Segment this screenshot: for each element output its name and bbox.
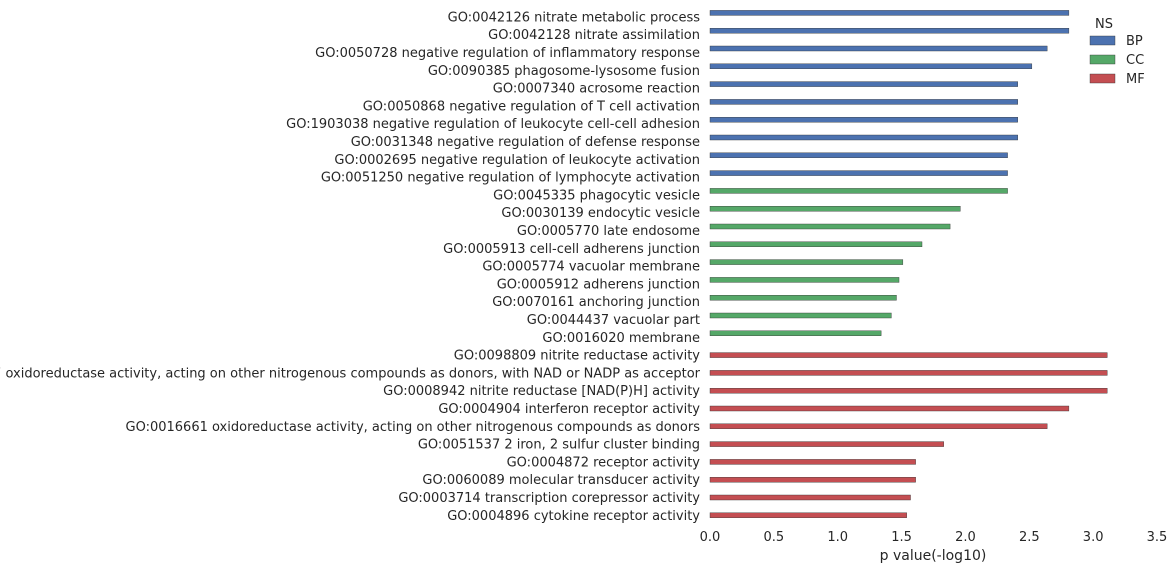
bar-mf — [709, 352, 1108, 358]
bar-cc — [709, 277, 900, 283]
category-label: GO:0005774 vacuolar membrane — [482, 260, 700, 275]
category-label: GO:1903038 negative regulation of leukoc… — [286, 117, 700, 132]
category-label: GO:0004904 interferon receptor activity — [438, 402, 700, 417]
x-tick-label: 0.0 — [700, 530, 721, 545]
bar-cc — [709, 223, 951, 230]
x-tick-label: 2.5 — [1019, 530, 1040, 545]
bar-cc — [709, 259, 904, 265]
category-label: GO:0050728 negative regulation of inflam… — [315, 46, 700, 61]
category-label: GO:0008942 nitrite reductase [NAD(P)H] a… — [383, 384, 700, 399]
x-tick-label: 1.5 — [891, 530, 912, 545]
bar-mf — [709, 370, 1108, 376]
category-label: GO:0005770 late endosome — [517, 224, 700, 239]
category-label: GO:0051250 negative regulation of lympho… — [321, 171, 700, 186]
category-label: GO:0042126 nitrate metabolic process — [448, 10, 701, 25]
bar-mf — [709, 512, 907, 518]
category-label: GO:0046857 oxidoreductase activity, acti… — [0, 366, 701, 381]
category-label: GO:0002695 negative regulation of leukoc… — [334, 153, 700, 168]
legend-label-cc: CC — [1126, 53, 1144, 68]
x-tick-label: 3.0 — [1083, 530, 1104, 545]
bar-bp — [709, 170, 1008, 176]
category-label: GO:0003714 transcription corepressor act… — [398, 491, 700, 506]
category-label: GO:0090385 phagosome-lysosome fusion — [428, 64, 700, 79]
bar-mf — [709, 423, 1048, 429]
category-label: GO:0042128 nitrate assimilation — [488, 28, 700, 43]
category-label: GO:0004872 receptor activity — [507, 455, 701, 470]
bar-bp — [709, 116, 1018, 123]
legend-label-bp: BP — [1126, 34, 1143, 49]
bar-mf — [709, 494, 911, 501]
legend-swatch-cc — [1089, 54, 1116, 65]
bar-bp — [709, 45, 1048, 52]
category-label: GO:0044437 vacuolar part — [527, 313, 700, 328]
x-axis-ticks: 0.0 0.5 1.0 1.5 2.0 2.5 3.0 3.5 — [700, 530, 1168, 545]
bar-cc — [709, 205, 961, 212]
bar-mf — [709, 388, 1108, 394]
bar-bp — [709, 28, 1070, 34]
category-label: GO:0050868 negative regulation of T cell… — [363, 99, 700, 114]
category-label: GO:0016020 membrane — [542, 331, 700, 346]
bar-cc — [709, 188, 1008, 194]
legend-label-mf: MF — [1126, 72, 1145, 87]
bar-cc — [709, 330, 882, 336]
bar-bp — [709, 81, 1018, 87]
category-label: GO:0051537 2 iron, 2 sulfur cluster bind… — [418, 438, 700, 453]
category-label: GO:0045335 phagocytic vesicle — [493, 188, 700, 203]
bars-group — [709, 10, 1108, 518]
category-label: GO:0030139 endocytic vesicle — [501, 206, 700, 221]
category-label: GO:0007340 acrosome reaction — [493, 82, 700, 97]
x-tick-label: 2.0 — [955, 530, 976, 545]
bar-bp — [709, 63, 1033, 69]
x-tick-label: 0.5 — [764, 530, 785, 545]
bar-cc — [709, 295, 897, 301]
category-label: GO:0016661 oxidoreductase activity, acti… — [126, 420, 701, 435]
bar-mf — [709, 441, 944, 447]
legend-swatch-bp — [1089, 35, 1116, 46]
category-label: GO:0098809 nitrite reductase activity — [454, 349, 701, 364]
bar-mf — [709, 405, 1070, 412]
bar-mf — [709, 459, 916, 465]
bar-bp — [709, 99, 1018, 105]
x-tick-label: 3.5 — [1147, 530, 1168, 545]
category-label: GO:0070161 anchoring junction — [492, 295, 700, 310]
bar-cc — [709, 312, 892, 319]
bar-bp — [709, 152, 1008, 159]
category-labels: GO:0042126 nitrate metabolic process GO:0… — [0, 10, 701, 523]
category-label: GO:0060089 molecular transducer activity — [422, 473, 700, 488]
legend-title: NS — [1095, 17, 1113, 32]
category-label: GO:0005912 adherens junction — [497, 277, 700, 292]
legend: NS BP CC MF — [1089, 17, 1145, 87]
category-label: GO:0031348 negative regulation of defens… — [351, 135, 700, 150]
legend-swatch-mf — [1089, 73, 1116, 84]
bar-mf — [709, 477, 916, 483]
x-tick-label: 1.0 — [827, 530, 848, 545]
bar-bp — [709, 134, 1018, 141]
category-label: GO:0004896 cytokine receptor activity — [447, 509, 700, 524]
category-label: GO:0005913 cell-cell adherens junction — [443, 242, 700, 257]
x-axis-label: p value(-log10) — [880, 548, 987, 564]
bar-cc — [709, 241, 923, 248]
bar-bp — [709, 10, 1070, 16]
